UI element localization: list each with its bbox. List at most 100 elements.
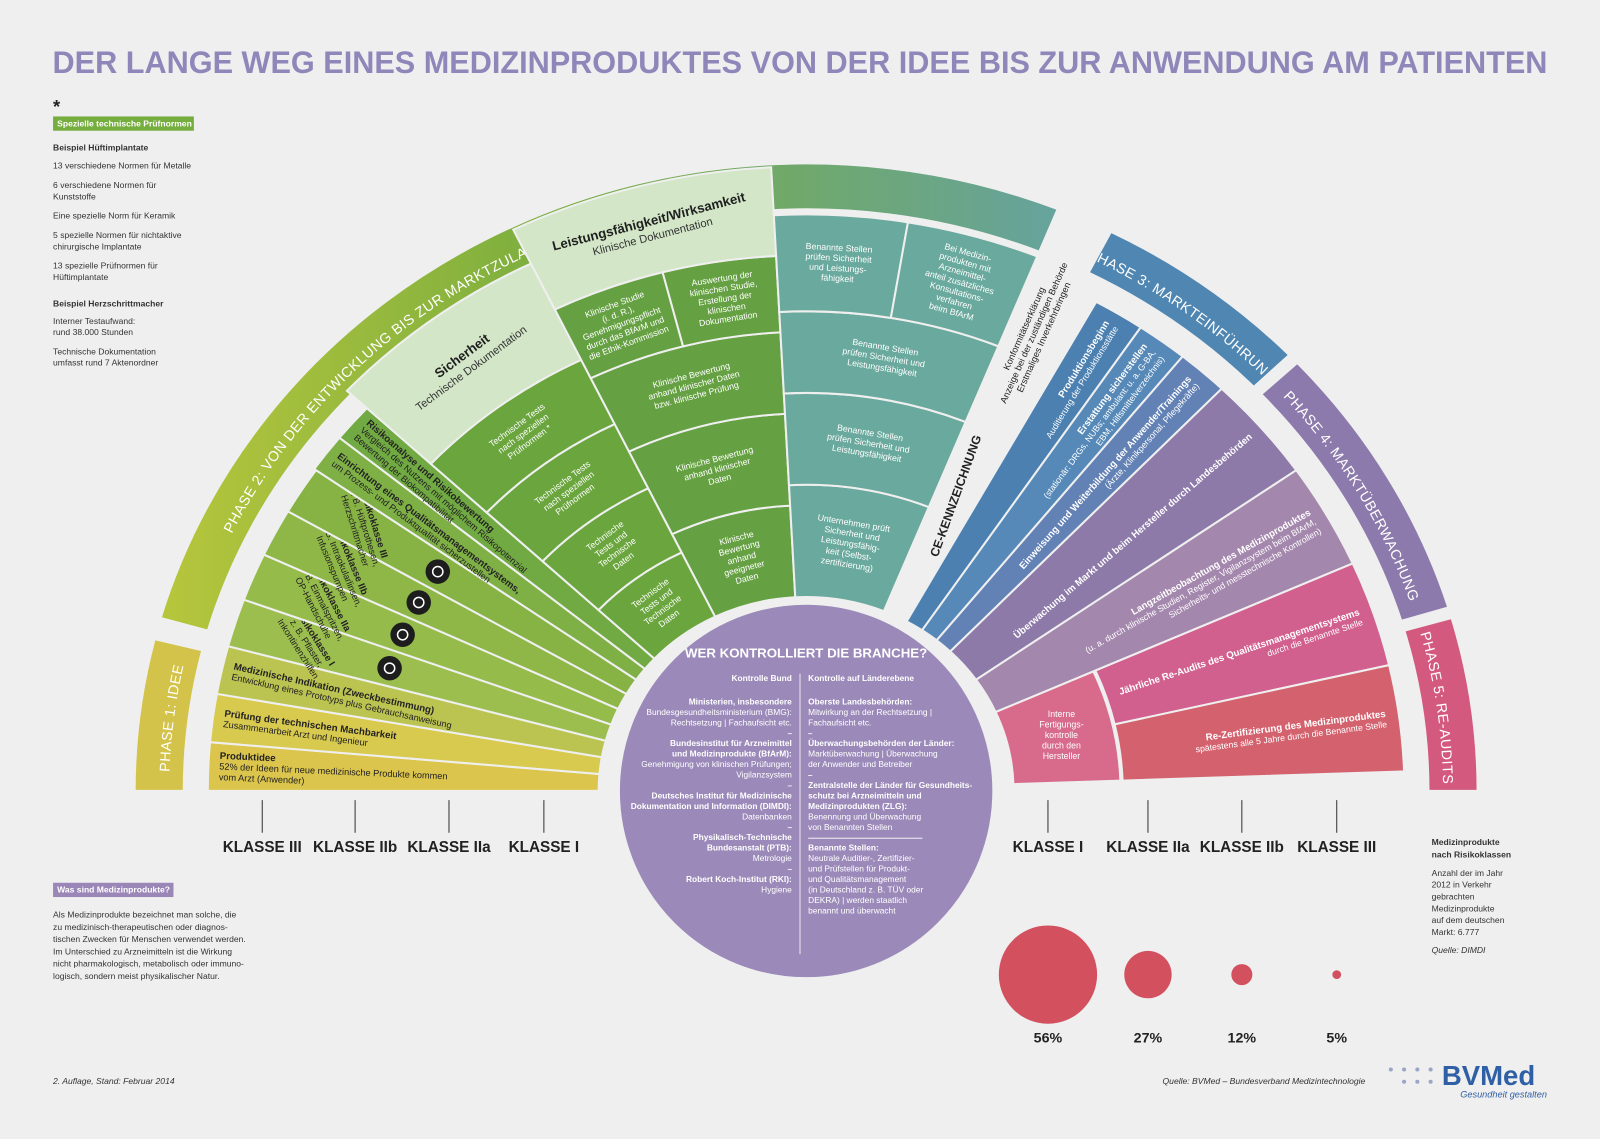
market-band	[974, 468, 1355, 714]
control-entry-text: von Benannten Stellen	[808, 822, 892, 832]
note-text: Anzahl der im Jahr	[1432, 868, 1504, 878]
control-entry-text: Vigilanzsystem	[736, 770, 792, 780]
matrix-cell	[889, 221, 1039, 348]
share-bubble	[1332, 970, 1342, 979]
class-label: KLASSE III	[1297, 839, 1376, 856]
norms-label-box	[53, 116, 194, 131]
control-entry-text: Bundesgesundheitsministerium (BMG):	[646, 707, 791, 717]
control-entry-head: schutz bei Arzneimitteln und	[808, 790, 921, 800]
control-entry-text: benannt und überwacht	[808, 906, 896, 916]
control-entry-text: DEKRA) | werden staatlich	[808, 895, 907, 905]
norms-item: Kunststoffe	[53, 191, 96, 201]
norms-item: Interner Testaufwand:	[53, 316, 135, 326]
norms-heading: Beispiel Hüftimplantate	[53, 142, 148, 152]
share-bubble	[998, 925, 1098, 1024]
norms-item: Technische Dokumentation	[53, 346, 156, 356]
risk-class-wedge	[226, 598, 613, 742]
control-entry-text: Metrologie	[753, 853, 792, 863]
norms-item: rund 38.000 Stunden	[53, 327, 133, 337]
note-text: 2012 in Verkehr	[1432, 880, 1492, 890]
risk-icon	[377, 655, 402, 681]
control-entry-head: Überwachungsbehörden der Länder:	[808, 738, 954, 748]
share-label: 5%	[1326, 1031, 1347, 1047]
internal-control-text: Interne	[1048, 709, 1075, 719]
control-entry-text: Neutrale Auditier-, Zertifizier-	[808, 853, 915, 863]
risk-icon	[425, 559, 451, 584]
note-heading: nach Risikoklassen	[1432, 849, 1511, 859]
control-entry-head: Oberste Landesbehörden:	[808, 696, 912, 706]
risk-class-wedge	[286, 468, 638, 696]
norms-item: 6 verschiedene Normen für	[53, 180, 156, 190]
internal-control-box	[994, 670, 1122, 786]
note-source: Quelle: DIMDI	[1432, 945, 1486, 955]
norms-item: Hüftimplantate	[53, 272, 108, 282]
market-band	[1113, 663, 1406, 782]
risk-icon-detail	[396, 628, 409, 641]
control-entry-text: Benennung und Überwachung	[808, 811, 921, 821]
source: Quelle: BVMed – Bundesverband Medizintec…	[1163, 1076, 1366, 1086]
control-entry-text: Marktüberwachung | Überwachung	[808, 749, 938, 759]
phase-arc	[133, 637, 204, 792]
risk-icon	[390, 622, 415, 647]
control-entry-head: Bundesinstitut für Arzneimittel	[670, 738, 792, 748]
logo-tagline: Gesundheit gestalten	[1460, 1089, 1547, 1099]
what-are-box	[53, 882, 174, 898]
class-label: KLASSE IIb	[1200, 839, 1284, 856]
internal-control-text: durch den	[1042, 741, 1081, 751]
norms-item: 13 spezielle Prüfnormen für	[53, 261, 158, 271]
what-are-text: Als Medizinprodukte bezeichnet man solch…	[53, 910, 236, 920]
section-header	[345, 262, 583, 466]
market-band	[905, 300, 1143, 632]
control-entry-head: und Medizinprodukte (BfArM):	[672, 749, 792, 759]
norms-item: 5 spezielle Normen für nichtaktive	[53, 230, 182, 240]
note-text: auf dem deutschen	[1432, 915, 1505, 925]
control-entry-head: Benannte Stellen:	[808, 843, 879, 853]
norms-item: umfasst rund 7 Aktenordner	[53, 358, 158, 368]
label-group: Bei Medizin-produkten mitArzneimittel-an…	[924, 241, 996, 322]
logo-dots	[1388, 1067, 1433, 1084]
share-bubble	[1231, 964, 1253, 986]
band-title: Produktidee	[219, 751, 276, 764]
control-entry-text: Datenbanken	[742, 811, 792, 821]
internal-control-text: Fertigungs-	[1039, 720, 1083, 730]
what-are-text: tischen Zwecken für Menschen verwendet w…	[53, 934, 246, 944]
control-entry-text: Hygiene	[761, 884, 792, 894]
control-entry-text: und Qualitätsmanagement	[808, 874, 907, 884]
class-label: KLASSE I	[509, 839, 580, 856]
what-are-text: logisch, sondern meist physikalischer Na…	[53, 971, 220, 981]
class-label: KLASSE IIb	[313, 839, 397, 856]
control-circle	[616, 601, 996, 981]
class-label: KLASSE IIa	[1106, 839, 1190, 856]
control-entry-text: (in Deutschland z. B. TÜV oder	[808, 885, 923, 895]
class-label: KLASSE I	[1013, 839, 1084, 856]
idea-band	[206, 741, 601, 792]
section-header	[511, 166, 778, 311]
control-entry-text: Mitwirkung an der Rechtsetzung |	[808, 707, 932, 717]
phase-arc	[1403, 616, 1479, 792]
class-label: KLASSE IIa	[407, 839, 491, 856]
share-label: 56%	[1034, 1031, 1063, 1047]
control-heading: Kontrolle Bund	[731, 673, 791, 683]
control-entry-head: Zentralstelle der Länder für Gesundheits…	[808, 780, 972, 790]
page-title: DER LANGE WEG EINES MEDIZINPRODUKTES VON…	[53, 44, 1548, 80]
cell-text: Benannte Stellen	[805, 241, 872, 255]
control-entry-head: Deutsches Institut für Medizinische	[652, 790, 793, 800]
market-band	[1093, 562, 1391, 726]
band-text: vom Arzt (Anwender)	[219, 772, 305, 786]
note-text: Medizinprodukte	[1432, 903, 1495, 913]
share-label: 27%	[1134, 1031, 1163, 1047]
market-band	[948, 387, 1298, 682]
control-entry-text: und Prüfstellen für Produkt-	[808, 864, 910, 874]
risk-icon-detail	[431, 565, 444, 578]
norms-heading: Beispiel Herzschrittmacher	[53, 298, 164, 308]
control-entry-head: Ministerien, insbesondere	[689, 696, 792, 706]
control-entry-text: Fachaufsicht etc.	[808, 717, 871, 727]
note-text: Markt: 6.777	[1432, 927, 1480, 937]
control-entry-head: Medizinprodukten (ZLG):	[808, 801, 907, 811]
risk-class-wedge	[242, 553, 620, 726]
